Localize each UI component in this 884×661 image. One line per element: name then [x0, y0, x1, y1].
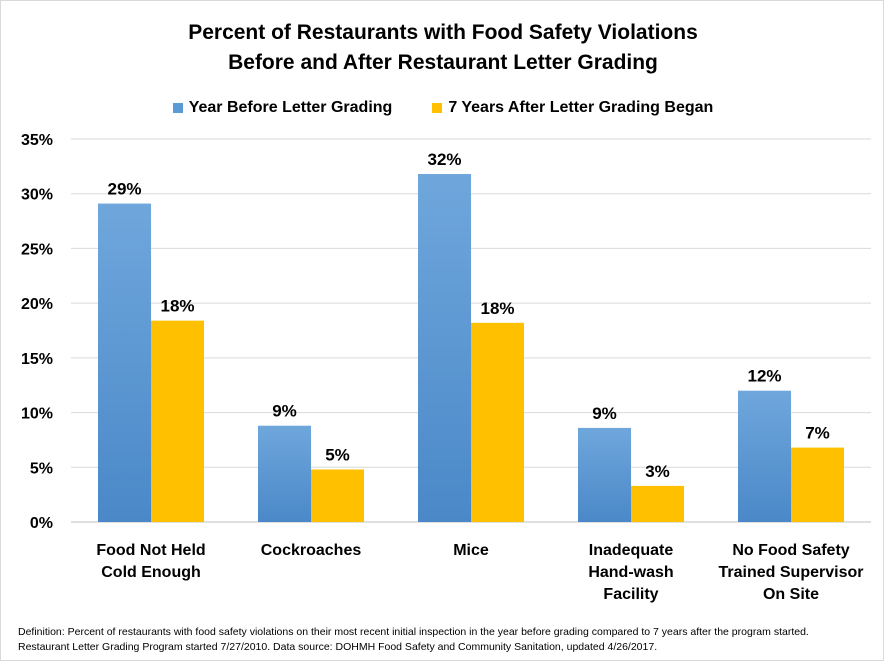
data-label: 9%: [272, 402, 297, 421]
footnote-source: Restaurant Letter Grading Program starte…: [18, 641, 658, 653]
x-tick-label: Cold Enough: [101, 564, 201, 581]
legend-item-before: Year Before Letter Grading: [172, 99, 393, 117]
bar-before: [98, 203, 151, 522]
x-tick-label: Mice: [453, 542, 489, 559]
legend-item-after: 7 Years After Letter Grading Began: [432, 99, 713, 117]
data-label: 5%: [325, 445, 350, 464]
chart-title-line-2: Before and After Restaurant Letter Gradi…: [228, 51, 658, 74]
data-label: 18%: [160, 297, 194, 316]
x-tick-label: Food Not Held: [96, 542, 205, 559]
x-tick-label: No Food Safety: [732, 542, 849, 559]
data-label: 9%: [592, 404, 617, 423]
chart-title-line-1: Percent of Restaurants with Food Safety …: [188, 21, 698, 44]
footnote-definition: Definition: Percent of restaurants with …: [18, 626, 809, 638]
legend: Year Before Letter Grading 7 Years After…: [1, 99, 883, 117]
data-label: 3%: [645, 462, 670, 481]
y-tick-label: 5%: [30, 460, 53, 477]
data-label: 18%: [480, 299, 514, 318]
legend-label-after: 7 Years After Letter Grading Began: [448, 99, 714, 116]
bar-after: [631, 485, 684, 522]
y-tick-label: 0%: [30, 515, 53, 532]
data-label: 12%: [747, 367, 781, 386]
legend-swatch-after: [432, 103, 443, 113]
x-tick-label: Cockroaches: [261, 542, 362, 559]
legend-swatch-before: [172, 103, 183, 113]
y-tick-label: 10%: [21, 406, 53, 423]
bar-after: [151, 320, 204, 522]
y-tick-label: 30%: [21, 187, 53, 204]
x-tick-label: Inadequate: [589, 542, 674, 559]
x-tick-label: Hand-wash: [588, 564, 673, 581]
data-label: 7%: [805, 424, 830, 443]
y-tick-label: 35%: [21, 132, 53, 149]
data-label: 29%: [107, 180, 141, 199]
y-tick-label: 15%: [21, 351, 53, 368]
bar-after: [791, 447, 844, 522]
bar-before: [738, 390, 791, 522]
bar-after: [471, 322, 524, 522]
legend-label-before: Year Before Letter Grading: [188, 99, 393, 116]
bar-after: [311, 469, 364, 522]
x-tick-label: Facility: [603, 586, 658, 603]
bar-before: [258, 425, 311, 522]
bar-before: [418, 174, 471, 522]
bar-before: [578, 427, 631, 522]
x-tick-label: On Site: [763, 586, 819, 603]
y-tick-label: 20%: [21, 296, 53, 313]
x-tick-label: Trained Supervisor: [719, 564, 864, 581]
y-tick-label: 25%: [21, 241, 53, 258]
data-label: 32%: [427, 150, 461, 169]
